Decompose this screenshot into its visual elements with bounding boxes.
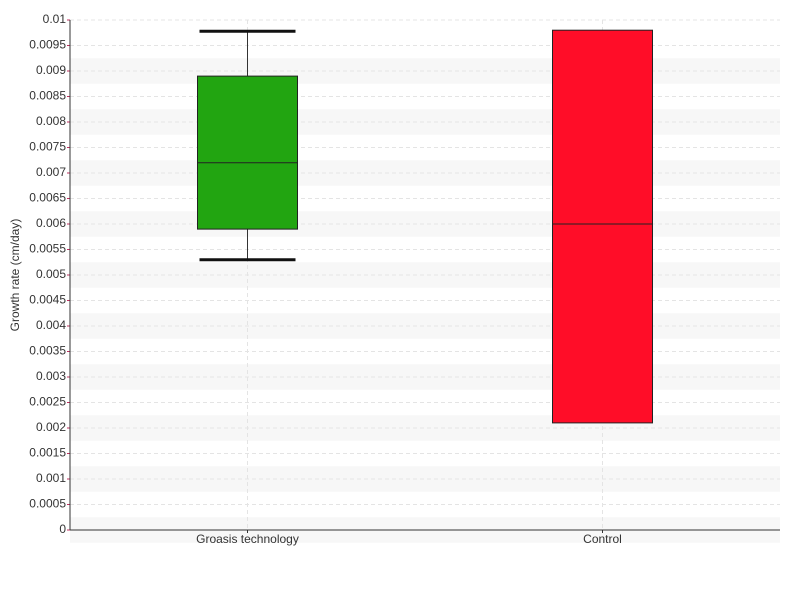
y-tick-label: 0.002: [36, 420, 66, 434]
y-tick-label: 0.004: [36, 318, 66, 332]
y-tick-label: 0.006: [36, 216, 66, 230]
y-tick-label: 0.0035: [29, 344, 66, 358]
y-tick-label: 0.0055: [29, 242, 66, 256]
y-tick-label: 0.008: [36, 114, 66, 128]
y-tick-label: 0.003: [36, 369, 66, 383]
y-tick-label: 0: [59, 522, 66, 536]
box: [197, 75, 298, 230]
y-tick-label: 0.01: [43, 12, 67, 26]
y-tick-label: 0.009: [36, 63, 66, 77]
y-tick-label: 0.0095: [29, 38, 66, 52]
x-tick-label: Groasis technology: [196, 532, 299, 546]
y-tick-label: 0.001: [36, 471, 66, 485]
y-axis-label: Growth rate (cm/day): [8, 219, 22, 332]
y-tick-label: 0.005: [36, 267, 66, 281]
y-tick-label: 0.007: [36, 165, 66, 179]
y-tick-label: 0.0075: [29, 140, 66, 154]
box: [552, 29, 653, 424]
y-tick-label: 0.0015: [29, 446, 66, 460]
y-tick-label: 0.0005: [29, 497, 66, 511]
x-tick-label: Control: [583, 532, 622, 546]
y-tick-label: 0.0065: [29, 191, 66, 205]
y-tick-label: 0.0025: [29, 395, 66, 409]
y-tick-label: 0.0045: [29, 293, 66, 307]
y-tick-label: 0.0085: [29, 89, 66, 103]
